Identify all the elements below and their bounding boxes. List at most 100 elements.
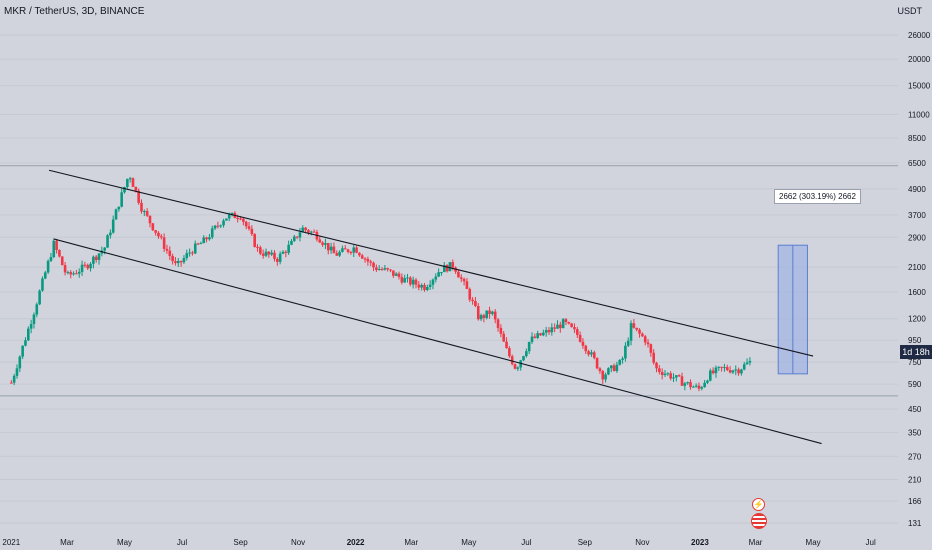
candle — [58, 249, 61, 258]
candle — [332, 242, 336, 254]
candle — [247, 222, 251, 231]
candle-body — [304, 227, 307, 231]
candle-body — [697, 385, 701, 389]
candle — [592, 350, 596, 360]
candle-body — [626, 340, 630, 346]
candle-body — [414, 279, 418, 285]
candle-body — [18, 356, 22, 369]
candle — [318, 236, 322, 243]
candle — [284, 250, 288, 258]
candle-body — [417, 284, 421, 288]
candle — [703, 379, 706, 388]
candle-body — [273, 252, 276, 259]
candle — [392, 270, 395, 278]
candle-body — [539, 333, 542, 336]
candle — [52, 238, 56, 259]
y-tick-label: 15000 — [908, 82, 931, 91]
channel-trendlines — [48, 169, 822, 445]
candle — [343, 245, 347, 250]
candle — [213, 224, 217, 230]
candle — [120, 188, 123, 208]
candle — [434, 273, 438, 283]
candle — [649, 343, 653, 357]
candle — [680, 372, 684, 386]
candle-body — [516, 367, 520, 369]
candle — [533, 333, 537, 339]
price-range-label[interactable]: 2662 (303.19%) 2662 — [774, 189, 861, 204]
candle — [160, 233, 163, 240]
candle-body — [225, 218, 228, 221]
candle — [513, 363, 517, 370]
candle — [465, 278, 469, 290]
candle — [658, 365, 661, 375]
candle — [196, 242, 200, 245]
candle — [745, 358, 749, 365]
candle — [389, 269, 392, 273]
candle-body — [160, 236, 163, 238]
candle — [15, 364, 19, 379]
candle-body — [21, 345, 24, 357]
candle — [312, 229, 316, 233]
trendline — [48, 169, 814, 357]
candle — [24, 337, 27, 347]
candle-body — [343, 248, 347, 250]
candle-body — [468, 288, 472, 300]
candle-body — [267, 251, 271, 255]
candle-body — [128, 178, 132, 180]
candle-body — [706, 380, 709, 383]
candle-body — [123, 186, 126, 193]
x-tick-label: Jul — [177, 538, 187, 547]
candle-body — [612, 365, 616, 371]
candle-body — [459, 277, 463, 279]
candle — [242, 217, 245, 226]
candle — [575, 326, 579, 339]
candle — [60, 256, 64, 266]
candle — [94, 255, 98, 263]
x-tick-label: Mar — [404, 538, 418, 547]
candle-body — [598, 368, 602, 372]
symbol-title: MKR / TetherUS, 3D, BINANCE — [4, 6, 145, 17]
y-tick-label: 11000 — [908, 110, 930, 119]
candle-body — [677, 375, 681, 377]
candle — [420, 283, 423, 291]
y-tick-label: 750 — [908, 358, 922, 367]
candle-body — [604, 374, 607, 380]
candle-body — [641, 333, 644, 337]
candle — [595, 357, 599, 370]
candle-body — [411, 279, 415, 285]
candle — [556, 320, 559, 329]
candle — [527, 341, 531, 355]
candle-body — [341, 248, 344, 252]
candle-body — [134, 186, 138, 191]
candle — [77, 268, 81, 278]
candle-body — [595, 357, 599, 369]
x-tick-label: 2022 — [347, 538, 365, 547]
candle — [547, 327, 551, 335]
candle — [126, 178, 129, 189]
candle — [97, 253, 101, 265]
candle — [182, 255, 186, 265]
candle — [476, 302, 480, 321]
candle-body — [97, 253, 101, 261]
candle — [485, 310, 489, 320]
flash-icon[interactable]: ⚡ — [752, 498, 765, 511]
candle-body — [394, 273, 398, 276]
candle — [75, 269, 78, 275]
candle-body — [638, 329, 641, 334]
candle-body — [38, 290, 41, 305]
us-flag-icon[interactable] — [751, 513, 767, 529]
candle-body — [437, 272, 440, 277]
candle-body — [15, 368, 19, 376]
candle — [655, 361, 658, 373]
candle-body — [553, 327, 556, 329]
candle — [590, 349, 593, 357]
candle — [259, 245, 262, 256]
candle-body — [742, 364, 746, 370]
candle-body — [131, 178, 135, 187]
candle-body — [202, 237, 206, 244]
candle-body — [188, 252, 191, 254]
candle — [621, 356, 624, 364]
candle-body — [522, 356, 525, 361]
candle — [428, 280, 432, 290]
